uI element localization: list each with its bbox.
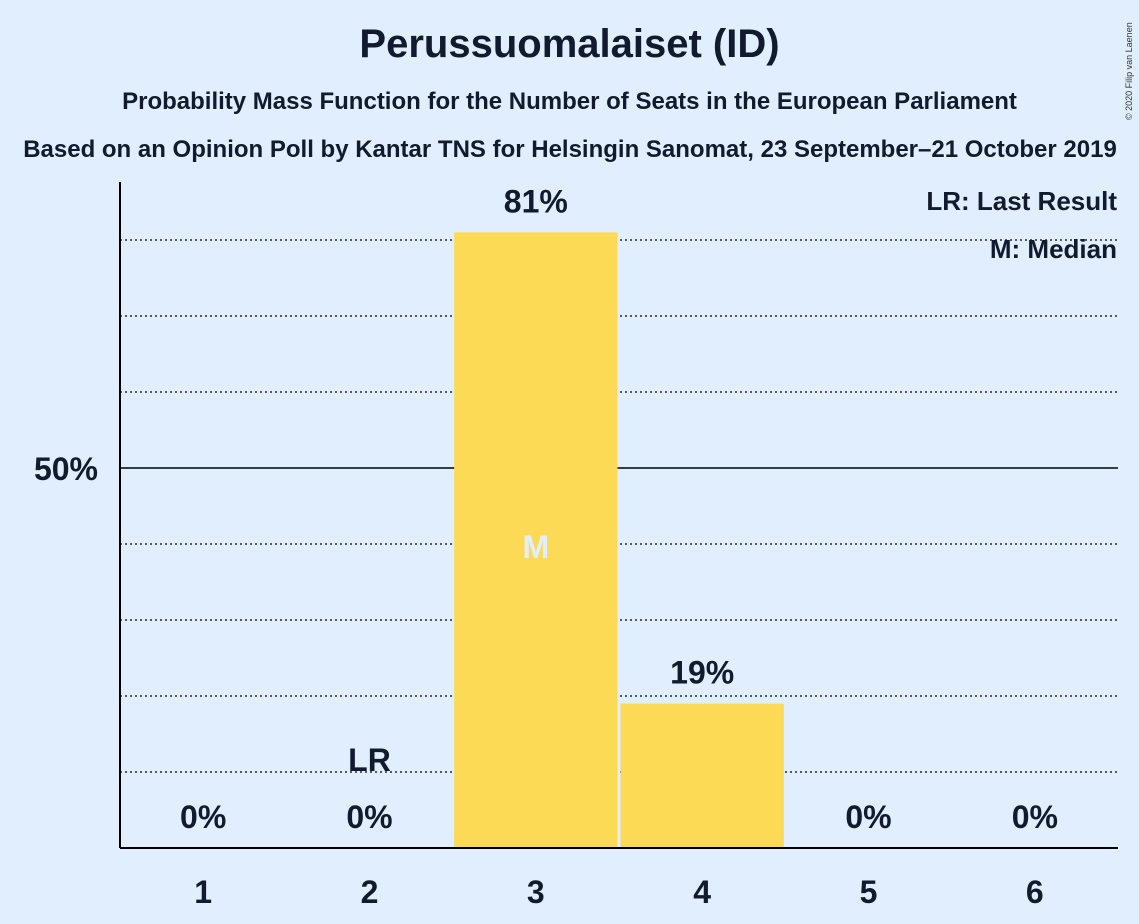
x-tick-label: 6: [1026, 874, 1044, 910]
bar: [620, 703, 784, 848]
legend-entry: M: Median: [990, 234, 1117, 264]
legend-entry: LR: Last Result: [926, 186, 1117, 216]
data-label: 0%: [346, 799, 392, 835]
data-label: 81%: [504, 183, 568, 219]
data-label: 19%: [670, 655, 734, 691]
x-tick-label: 5: [860, 874, 878, 910]
last-result-marker: LR: [348, 742, 391, 778]
median-marker: M: [523, 529, 550, 565]
chart-subtitle: Probability Mass Function for the Number…: [122, 88, 1017, 115]
x-tick-label: 1: [194, 874, 212, 910]
x-tick-label: 4: [693, 874, 711, 910]
x-tick-label: 2: [361, 874, 379, 910]
chart-title: Perussuomalaiset (ID): [359, 22, 780, 66]
bar: [454, 232, 618, 848]
chart-subtitle-source: Based on an Opinion Poll by Kantar TNS f…: [23, 136, 1117, 163]
data-label: 0%: [180, 799, 226, 835]
data-label: 0%: [1012, 799, 1058, 835]
data-label: 0%: [845, 799, 891, 835]
x-tick-label: 3: [527, 874, 545, 910]
y-tick-label: 50%: [34, 451, 98, 487]
